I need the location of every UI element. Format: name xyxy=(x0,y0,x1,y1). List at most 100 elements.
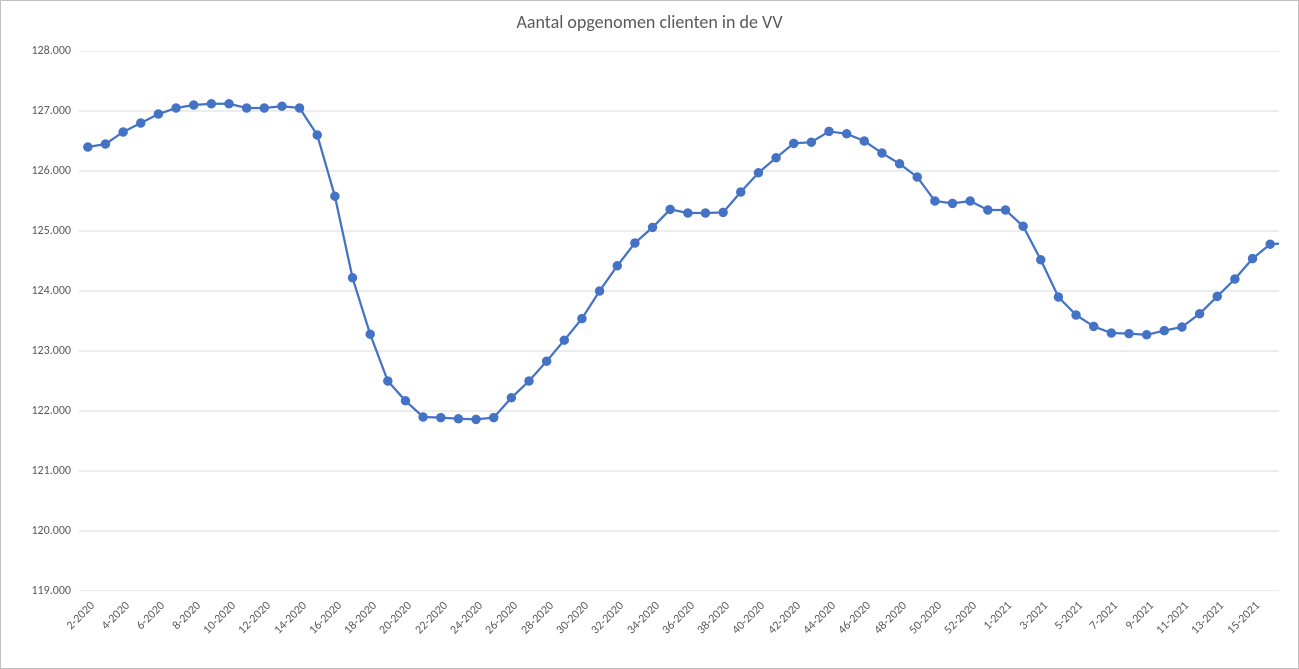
data-point xyxy=(137,119,145,127)
data-point xyxy=(525,377,533,385)
data-point xyxy=(860,137,868,145)
series-line xyxy=(88,104,1279,420)
plot-area: 119.000120.000121.000122.000123.000124.0… xyxy=(79,51,1279,591)
x-tick-label: 44-2020 xyxy=(801,599,839,637)
x-tick-label: 13-2021 xyxy=(1189,599,1227,637)
x-tick-label: 34-2020 xyxy=(624,599,662,637)
data-point xyxy=(949,199,957,207)
x-tick-label: 2-2020 xyxy=(64,599,98,633)
x-tick-label: 24-2020 xyxy=(448,599,486,637)
x-tick-label: 46-2020 xyxy=(836,599,874,637)
data-point xyxy=(243,104,251,112)
y-tick-label: 123.000 xyxy=(31,344,71,358)
data-point xyxy=(1143,331,1151,339)
data-point xyxy=(101,140,109,148)
data-point xyxy=(613,262,621,270)
x-tick-label: 9-2021 xyxy=(1123,599,1157,633)
x-tick-label: 18-2020 xyxy=(342,599,380,637)
data-point xyxy=(596,287,604,295)
y-tick-label: 127.000 xyxy=(31,104,71,118)
y-tick-label: 128.000 xyxy=(31,44,71,58)
gridlines xyxy=(79,51,1279,591)
x-tick-label: 36-2020 xyxy=(659,599,697,637)
data-point xyxy=(119,128,127,136)
data-point xyxy=(737,188,745,196)
data-point xyxy=(913,173,921,181)
data-point xyxy=(1107,329,1115,337)
x-tick-label: 16-2020 xyxy=(306,599,344,637)
x-tick-label: 22-2020 xyxy=(412,599,450,637)
data-point xyxy=(578,315,586,323)
x-tick-label: 5-2021 xyxy=(1052,599,1086,633)
data-point xyxy=(684,209,692,217)
data-point xyxy=(401,397,409,405)
y-tick-label: 119.000 xyxy=(31,584,71,598)
x-tick-label: 26-2020 xyxy=(483,599,521,637)
data-point xyxy=(366,330,374,338)
x-tick-label: 48-2020 xyxy=(871,599,909,637)
data-point xyxy=(754,169,762,177)
data-point xyxy=(225,100,233,108)
x-tick-label: 15-2021 xyxy=(1224,599,1262,637)
data-point xyxy=(719,208,727,216)
data-point xyxy=(313,131,321,139)
x-tick-label: 7-2021 xyxy=(1087,599,1121,633)
data-point xyxy=(472,415,480,423)
x-axis-labels: 2-20204-20206-20208-202010-202012-202014… xyxy=(79,593,1279,663)
x-tick-label: 42-2020 xyxy=(765,599,803,637)
data-point xyxy=(701,209,709,217)
data-point xyxy=(1090,322,1098,330)
data-point xyxy=(1072,311,1080,319)
x-tick-label: 8-2020 xyxy=(170,599,204,633)
data-point xyxy=(649,223,657,231)
x-tick-label: 10-2020 xyxy=(201,599,239,637)
x-tick-label: 52-2020 xyxy=(942,599,980,637)
data-point xyxy=(931,197,939,205)
data-point xyxy=(843,130,851,138)
x-tick-label: 32-2020 xyxy=(589,599,627,637)
x-tick-label: 6-2020 xyxy=(134,599,168,633)
x-tick-label: 20-2020 xyxy=(377,599,415,637)
data-point xyxy=(807,138,815,146)
data-point xyxy=(154,110,162,118)
data-point xyxy=(1125,330,1133,338)
x-tick-label: 11-2021 xyxy=(1154,599,1192,637)
data-point xyxy=(490,414,498,422)
x-tick-label: 40-2020 xyxy=(730,599,768,637)
chart-title: Aantal opgenomen clienten in de VV xyxy=(1,11,1298,33)
x-tick-label: 4-2020 xyxy=(99,599,133,633)
data-point xyxy=(1249,255,1257,263)
data-point xyxy=(666,205,674,213)
data-point xyxy=(331,192,339,200)
data-point xyxy=(1266,240,1274,248)
data-point xyxy=(454,415,462,423)
data-point xyxy=(1001,206,1009,214)
data-point xyxy=(1054,293,1062,301)
data-point xyxy=(507,394,515,402)
y-tick-label: 125.000 xyxy=(31,224,71,238)
data-point xyxy=(1037,256,1045,264)
data-point xyxy=(1178,323,1186,331)
data-point xyxy=(1231,275,1239,283)
x-tick-label: 14-2020 xyxy=(271,599,309,637)
data-point xyxy=(631,239,639,247)
x-tick-label: 1-2021 xyxy=(981,599,1015,633)
data-point xyxy=(543,357,551,365)
y-tick-label: 122.000 xyxy=(31,404,71,418)
data-point xyxy=(966,197,974,205)
data-point xyxy=(1213,292,1221,300)
plot-svg xyxy=(79,51,1279,591)
x-tick-label: 38-2020 xyxy=(695,599,733,637)
x-tick-label: 28-2020 xyxy=(518,599,556,637)
chart-container: Aantal opgenomen clienten in de VV 119.0… xyxy=(0,0,1299,669)
series-group xyxy=(84,100,1279,424)
data-point xyxy=(84,143,92,151)
data-point xyxy=(984,206,992,214)
data-point xyxy=(878,149,886,157)
data-point xyxy=(207,100,215,108)
data-point xyxy=(1196,310,1204,318)
y-tick-label: 126.000 xyxy=(31,164,71,178)
data-point xyxy=(1019,222,1027,230)
data-point xyxy=(772,154,780,162)
x-tick-label: 50-2020 xyxy=(906,599,944,637)
